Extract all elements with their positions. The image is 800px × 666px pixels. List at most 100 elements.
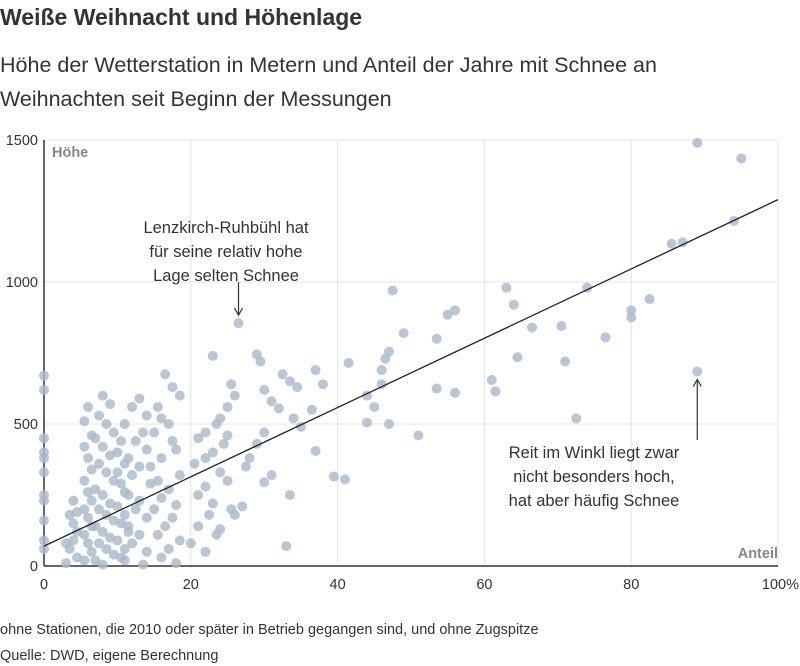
data-point xyxy=(127,538,138,549)
data-point xyxy=(501,282,512,293)
data-point xyxy=(369,401,380,412)
data-point xyxy=(361,417,372,428)
data-point xyxy=(211,419,222,429)
data-point xyxy=(692,366,703,377)
annotation-text: für seine relativ hohe xyxy=(149,243,302,261)
data-point xyxy=(292,382,303,393)
data-point xyxy=(284,376,295,387)
data-point xyxy=(130,504,141,515)
data-point xyxy=(692,137,703,148)
data-point xyxy=(626,305,637,316)
data-point xyxy=(97,390,108,401)
data-point xyxy=(86,430,97,441)
data-point xyxy=(152,401,163,412)
data-point xyxy=(123,490,134,500)
data-point xyxy=(383,419,394,429)
x-axis-label: Anteil xyxy=(738,546,778,562)
data-point xyxy=(83,512,94,523)
data-point xyxy=(134,393,145,404)
data-point xyxy=(413,430,424,441)
data-point xyxy=(273,403,284,414)
data-point xyxy=(39,543,49,554)
data-point xyxy=(185,538,196,549)
data-point xyxy=(134,461,145,472)
data-point xyxy=(508,299,519,310)
data-point xyxy=(86,521,97,532)
data-point xyxy=(127,470,138,481)
data-point xyxy=(259,384,270,395)
data-point xyxy=(310,445,321,456)
data-point xyxy=(339,474,350,485)
data-point xyxy=(141,546,152,557)
data-point xyxy=(193,433,204,444)
data-point xyxy=(490,386,501,397)
data-point xyxy=(94,458,105,469)
data-point xyxy=(226,504,237,515)
x-tick-label: 60 xyxy=(476,577,492,593)
data-point xyxy=(284,490,295,500)
data-point xyxy=(556,321,567,332)
data-point xyxy=(39,370,49,381)
data-point xyxy=(571,413,582,424)
data-point xyxy=(189,458,200,469)
annotation-arrowhead xyxy=(692,378,702,387)
trend-line xyxy=(43,199,779,547)
x-tick-label: 40 xyxy=(330,577,346,593)
data-point xyxy=(141,512,152,523)
annotation-arrowhead xyxy=(233,307,244,317)
data-point xyxy=(145,461,156,472)
data-point xyxy=(255,356,266,367)
data-point xyxy=(61,558,72,569)
data-point xyxy=(266,396,277,407)
chart-subtitle: Höhe der Wetterstation in Metern und Ant… xyxy=(0,53,657,111)
data-point xyxy=(101,467,112,478)
data-point xyxy=(105,532,116,543)
data-point xyxy=(141,410,152,421)
data-point xyxy=(582,282,593,293)
data-point xyxy=(277,369,288,380)
data-point xyxy=(306,404,317,415)
data-point xyxy=(237,501,248,512)
data-point xyxy=(39,453,49,464)
data-point xyxy=(149,427,160,438)
data-point xyxy=(244,453,255,464)
chart-source: Quelle: DWD, eigene Berechnung xyxy=(0,648,219,664)
data-point xyxy=(193,521,204,532)
data-point xyxy=(101,543,112,554)
data-point xyxy=(101,419,112,429)
data-point xyxy=(94,504,105,515)
data-point xyxy=(398,328,409,339)
data-point xyxy=(222,401,233,412)
data-point xyxy=(387,285,398,296)
data-point xyxy=(174,535,185,546)
chart-title: Weiße Weihnacht und Höhenlage xyxy=(0,4,363,30)
data-point xyxy=(317,379,328,390)
data-point xyxy=(200,546,211,557)
data-point xyxy=(130,436,141,447)
data-point xyxy=(200,427,211,438)
data-point xyxy=(222,430,233,441)
chart-note: ohne Stationen, die 2010 oder später in … xyxy=(0,622,539,638)
data-point xyxy=(86,546,97,557)
data-point xyxy=(240,461,251,472)
data-point xyxy=(171,558,182,569)
data-point xyxy=(160,369,171,380)
data-point xyxy=(83,453,94,464)
data-point xyxy=(141,444,152,455)
data-point xyxy=(79,475,90,486)
data-point xyxy=(218,438,229,449)
data-point xyxy=(105,498,116,509)
data-point xyxy=(226,379,237,390)
data-point xyxy=(83,401,94,412)
data-point xyxy=(167,512,178,523)
data-point xyxy=(134,529,145,540)
data-point xyxy=(163,419,174,429)
data-point xyxy=(527,322,538,333)
data-point xyxy=(450,305,461,316)
data-point xyxy=(171,499,182,510)
data-point xyxy=(431,333,442,344)
data-point xyxy=(376,365,387,376)
data-point xyxy=(119,509,130,520)
data-point xyxy=(259,427,270,438)
data-point xyxy=(105,450,116,461)
